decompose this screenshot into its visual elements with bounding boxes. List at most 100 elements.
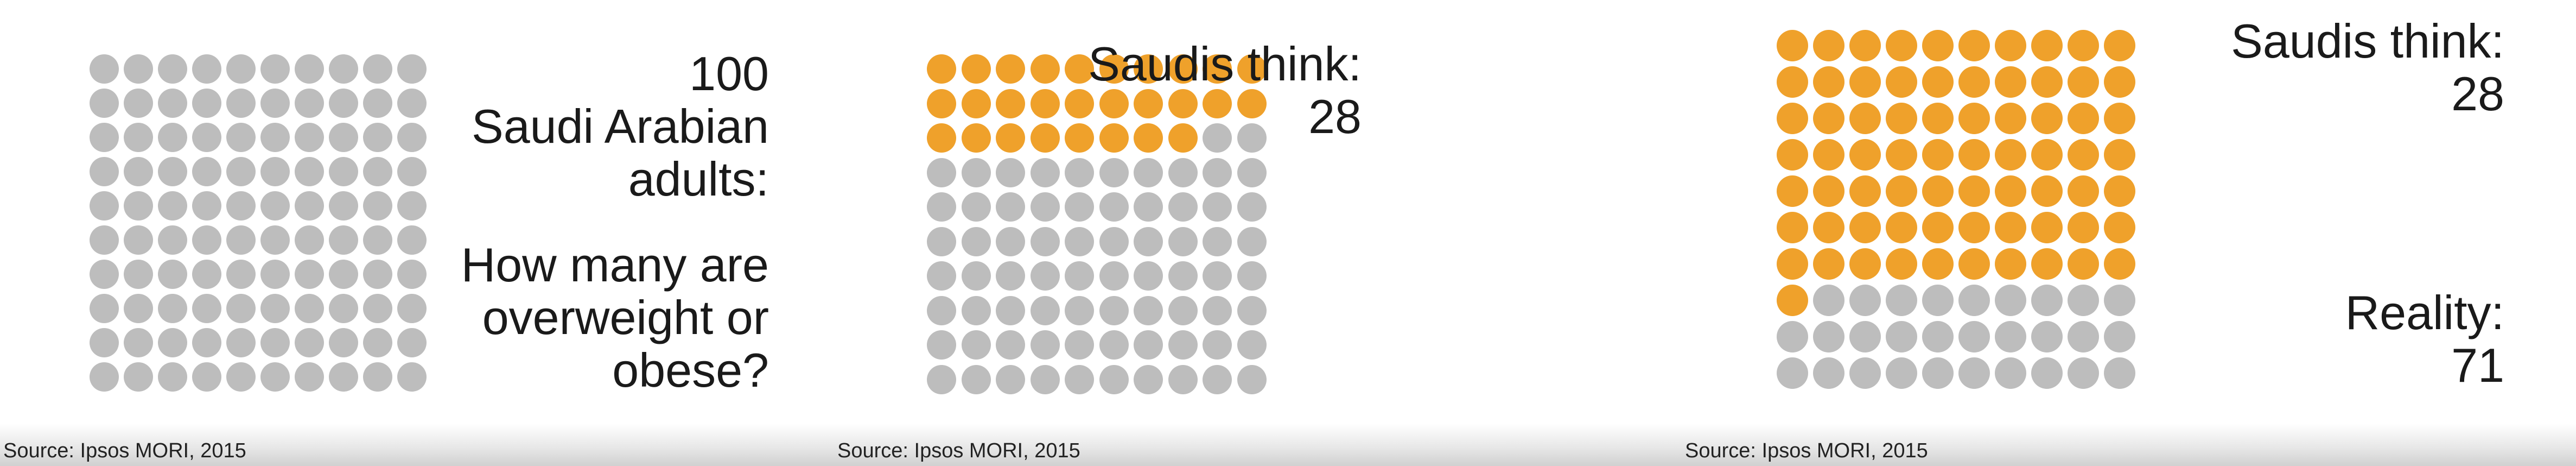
dot — [927, 330, 956, 360]
source-note: Source: Ipsos MORI, 2015 — [1685, 439, 1928, 462]
dot — [295, 89, 324, 118]
dot — [1099, 295, 1129, 325]
dot — [927, 295, 956, 325]
dot — [158, 123, 187, 152]
dot — [363, 294, 392, 323]
dot — [295, 157, 324, 186]
dot — [2104, 357, 2135, 389]
dot — [1237, 295, 1267, 325]
dot — [329, 328, 358, 357]
dot — [961, 226, 991, 256]
panel-perception: Saudis think: 28 Source: Ipsos MORI, 201… — [834, 0, 1682, 466]
dot-highlighted — [961, 123, 991, 153]
dot — [90, 362, 119, 392]
dot — [961, 295, 991, 325]
dot — [1237, 158, 1267, 187]
dot-highlighted — [996, 89, 1025, 118]
dot — [1030, 261, 1060, 291]
dot — [1237, 192, 1267, 222]
dot-highlighted — [2104, 248, 2135, 280]
dot — [124, 294, 153, 323]
dot — [1203, 261, 1232, 291]
dot — [295, 260, 324, 289]
dot — [1065, 192, 1094, 222]
dot — [1168, 295, 1198, 325]
dot — [1237, 123, 1267, 153]
dot — [1995, 285, 2026, 316]
dot-highlighted — [1813, 30, 1844, 61]
dot-highlighted — [1922, 30, 1954, 61]
dot — [1237, 261, 1267, 291]
dot — [226, 362, 256, 392]
dot — [1030, 330, 1060, 360]
dot — [1030, 295, 1060, 325]
dot — [260, 157, 290, 186]
dot-highlighted — [1777, 139, 1808, 171]
dot — [1168, 330, 1198, 360]
dot — [2104, 321, 2135, 352]
dot — [996, 226, 1025, 256]
dot — [1065, 226, 1094, 256]
dot — [158, 362, 187, 392]
dot-highlighted — [2031, 248, 2063, 280]
dot — [1886, 321, 1917, 352]
dot-highlighted — [1065, 89, 1094, 118]
dot — [192, 89, 221, 118]
dot — [329, 157, 358, 186]
dot — [996, 261, 1025, 291]
dot — [295, 54, 324, 84]
dot-highlighted — [1030, 123, 1060, 153]
reality-value: 71 — [2451, 338, 2504, 392]
dot — [1099, 158, 1129, 187]
dot-highlighted — [1813, 212, 1844, 243]
dot — [363, 225, 392, 255]
dot-highlighted — [1958, 212, 1990, 243]
dot-highlighted — [1922, 212, 1954, 243]
dot — [329, 54, 358, 84]
dot — [1134, 364, 1163, 394]
dot-highlighted — [1237, 89, 1267, 118]
dot — [260, 294, 290, 323]
dot-highlighted — [2104, 139, 2135, 171]
dot — [961, 364, 991, 394]
dot-highlighted — [1886, 30, 1917, 61]
dot-highlighted — [1849, 103, 1881, 134]
dot — [1922, 321, 1954, 352]
footer-bar: Source: Ipsos MORI, 2015 — [834, 424, 1682, 466]
dot — [1995, 321, 2026, 352]
dot — [961, 330, 991, 360]
dot — [2104, 285, 2135, 316]
footer-bar: Source: Ipsos MORI, 2015 — [1682, 424, 2576, 466]
think-label: Saudis think: — [2231, 14, 2504, 68]
reality-label: Reality: — [2345, 286, 2504, 339]
dot-highlighted — [1849, 30, 1881, 61]
dot-highlighted — [1922, 103, 1954, 134]
dot — [90, 328, 119, 357]
dot-grid — [90, 54, 431, 396]
dot-highlighted — [1886, 103, 1917, 134]
dot-highlighted — [1099, 89, 1129, 118]
dot-highlighted — [1958, 248, 1990, 280]
dot — [397, 225, 427, 255]
dot-highlighted — [2068, 103, 2099, 134]
dot-highlighted — [1777, 66, 1808, 98]
reality-text: Reality: 71 — [2345, 286, 2504, 392]
dot-highlighted — [2104, 103, 2135, 134]
dot — [329, 294, 358, 323]
dot — [363, 362, 392, 392]
dot-highlighted — [1922, 175, 1954, 207]
dot-highlighted — [1922, 66, 1954, 98]
intro-line-2: Saudi Arabian — [472, 99, 769, 153]
footer-bar: Source: Ipsos MORI, 2015 — [0, 424, 834, 466]
dot — [226, 191, 256, 221]
dot-highlighted — [1813, 66, 1844, 98]
dot-highlighted — [1203, 89, 1232, 118]
dot — [1134, 295, 1163, 325]
dot-highlighted — [2031, 139, 2063, 171]
dot — [260, 260, 290, 289]
dot — [2031, 357, 2063, 389]
dot — [192, 157, 221, 186]
dot — [927, 158, 956, 187]
dot — [1958, 357, 1990, 389]
question-line-2: overweight or — [482, 290, 769, 344]
